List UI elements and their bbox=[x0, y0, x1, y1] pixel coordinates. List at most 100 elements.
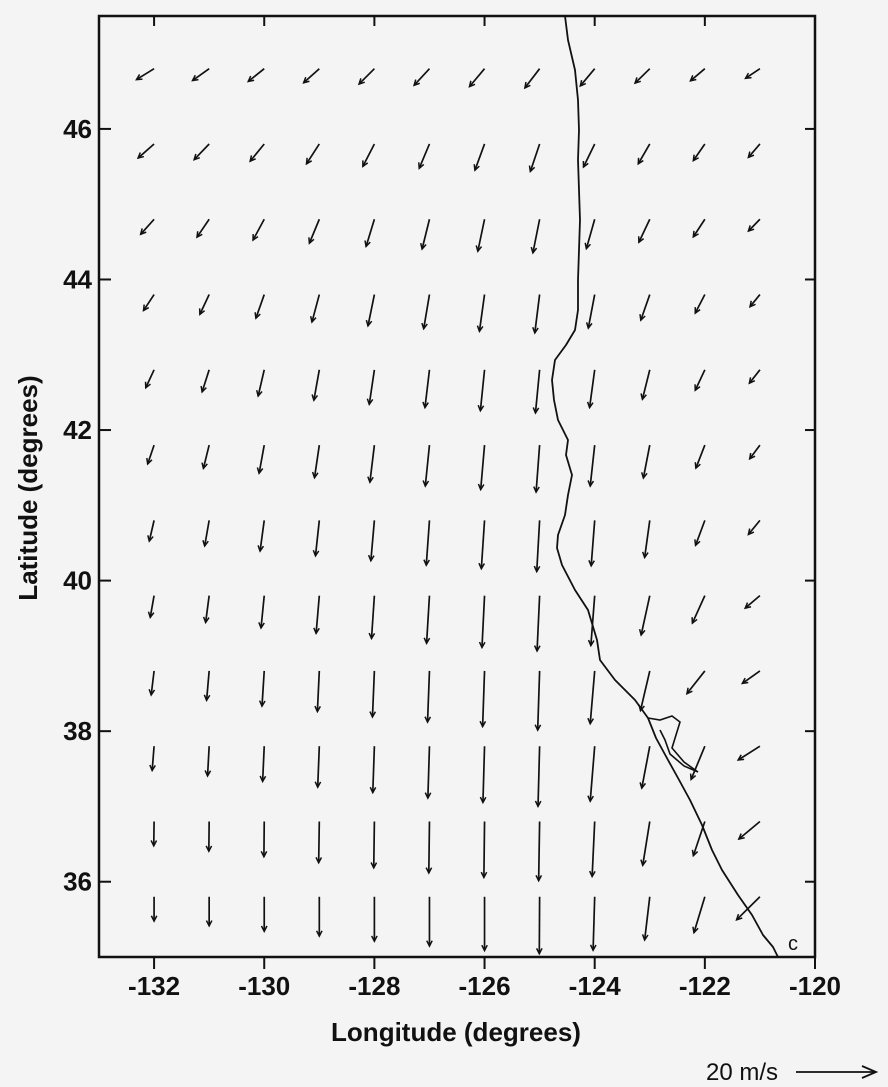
y-tick-label: 46 bbox=[63, 114, 92, 144]
wind-vector bbox=[309, 294, 321, 324]
wind-vector bbox=[748, 293, 761, 308]
wind-vector bbox=[475, 219, 486, 253]
y-tick-label: 44 bbox=[63, 264, 92, 294]
wind-vector bbox=[258, 670, 266, 708]
wind-vector bbox=[425, 821, 433, 875]
wind-vector bbox=[302, 68, 320, 84]
wind-vector bbox=[692, 143, 706, 162]
wind-vector bbox=[369, 670, 377, 719]
wind-vector bbox=[585, 294, 596, 330]
wind-vector bbox=[639, 294, 651, 322]
tick-labels: -132 -130 -128 -126 -124 -122 -120 36 38 40 42 44 46 bbox=[63, 114, 841, 1001]
wind-vector bbox=[477, 369, 486, 413]
wind-vector bbox=[588, 821, 596, 879]
wind-vector bbox=[748, 444, 761, 461]
wind-vector bbox=[588, 520, 596, 568]
wind-vector bbox=[200, 369, 210, 394]
wind-vector bbox=[468, 68, 486, 88]
wind-vector bbox=[203, 670, 211, 703]
wind-vector bbox=[478, 595, 486, 650]
wind-vector bbox=[694, 369, 706, 392]
wind-vector bbox=[587, 445, 596, 488]
wind-vector bbox=[694, 444, 706, 470]
panel-label: c bbox=[788, 933, 798, 955]
wind-vector bbox=[205, 896, 213, 928]
wind-vector bbox=[259, 746, 267, 784]
wind-vector bbox=[640, 444, 651, 480]
wind-vector bbox=[421, 294, 431, 331]
y-tick-label: 38 bbox=[63, 716, 92, 746]
wind-vector bbox=[523, 68, 541, 90]
wind-vector bbox=[202, 520, 210, 548]
wind-vector bbox=[694, 520, 706, 547]
wind-vector bbox=[424, 670, 432, 724]
wind-vector bbox=[255, 369, 266, 398]
wind-vector bbox=[534, 746, 542, 809]
y-tick-label: 42 bbox=[63, 415, 92, 445]
wind-vector bbox=[534, 670, 542, 732]
wind-vector bbox=[142, 294, 155, 312]
wind-vector bbox=[314, 746, 322, 789]
wind-vector bbox=[532, 294, 541, 335]
wind-vector bbox=[136, 143, 155, 160]
y-axis-title: Latitude (degrees) bbox=[13, 375, 43, 600]
wind-vector bbox=[313, 595, 321, 636]
wind-vector bbox=[689, 745, 706, 782]
wind-vector bbox=[685, 670, 706, 695]
wind-vector bbox=[747, 519, 761, 536]
wind-vector bbox=[637, 143, 651, 166]
wind-vector bbox=[205, 821, 213, 853]
wind-vector bbox=[535, 821, 543, 883]
wind-vector bbox=[633, 68, 651, 85]
wind-vector bbox=[638, 670, 651, 713]
scale-vector: 20 m/s bbox=[706, 1059, 879, 1086]
wind-vector bbox=[315, 896, 323, 938]
wind-vector bbox=[740, 670, 761, 685]
wind-vector bbox=[640, 369, 651, 401]
wind-vector bbox=[586, 369, 596, 410]
wind-vector bbox=[479, 746, 487, 805]
wind-vector bbox=[191, 68, 210, 82]
wind-vector bbox=[148, 670, 156, 697]
wind-vector bbox=[147, 520, 155, 543]
wind-vector bbox=[694, 294, 706, 315]
wind-vector bbox=[426, 896, 433, 948]
wind-vector bbox=[256, 444, 266, 475]
wind-vector bbox=[639, 746, 651, 790]
wind-vector bbox=[366, 369, 376, 407]
wind-vector bbox=[692, 896, 706, 935]
wind-vector bbox=[150, 821, 158, 848]
wind-vector bbox=[368, 595, 376, 641]
wind-vector bbox=[365, 294, 376, 328]
wind-vector bbox=[260, 896, 268, 933]
wind-vector bbox=[587, 670, 596, 726]
x-axis-title: Longitude (degrees) bbox=[331, 1017, 581, 1047]
axis-ticks bbox=[99, 16, 816, 969]
wind-vector bbox=[587, 746, 596, 803]
wind-vector bbox=[423, 595, 431, 645]
coastline-path bbox=[551, 15, 779, 958]
wind-vector bbox=[587, 595, 596, 648]
scale-arrow-head bbox=[861, 1065, 879, 1079]
wind-vector bbox=[689, 68, 706, 82]
wind-vector bbox=[528, 143, 541, 174]
wind-vector bbox=[747, 143, 761, 159]
wind-vector bbox=[418, 143, 431, 170]
bay-outline bbox=[647, 715, 699, 773]
wind-vector bbox=[480, 821, 488, 880]
wind-vector bbox=[252, 218, 265, 242]
wind-vector bbox=[198, 294, 210, 316]
wind-vector bbox=[147, 595, 155, 620]
wind-vector bbox=[422, 445, 431, 488]
wind-vector bbox=[479, 670, 487, 729]
wind-vector bbox=[314, 670, 322, 714]
wind-vector bbox=[533, 445, 541, 494]
wind-vector bbox=[476, 294, 486, 333]
wind-vector bbox=[748, 369, 761, 385]
wind-vector bbox=[747, 218, 761, 233]
x-tick-label: -126 bbox=[459, 971, 511, 1001]
wind-vector bbox=[641, 520, 651, 560]
wind-vector bbox=[357, 68, 375, 86]
x-tick-label: -120 bbox=[789, 971, 841, 1001]
wind-vector bbox=[370, 821, 378, 870]
